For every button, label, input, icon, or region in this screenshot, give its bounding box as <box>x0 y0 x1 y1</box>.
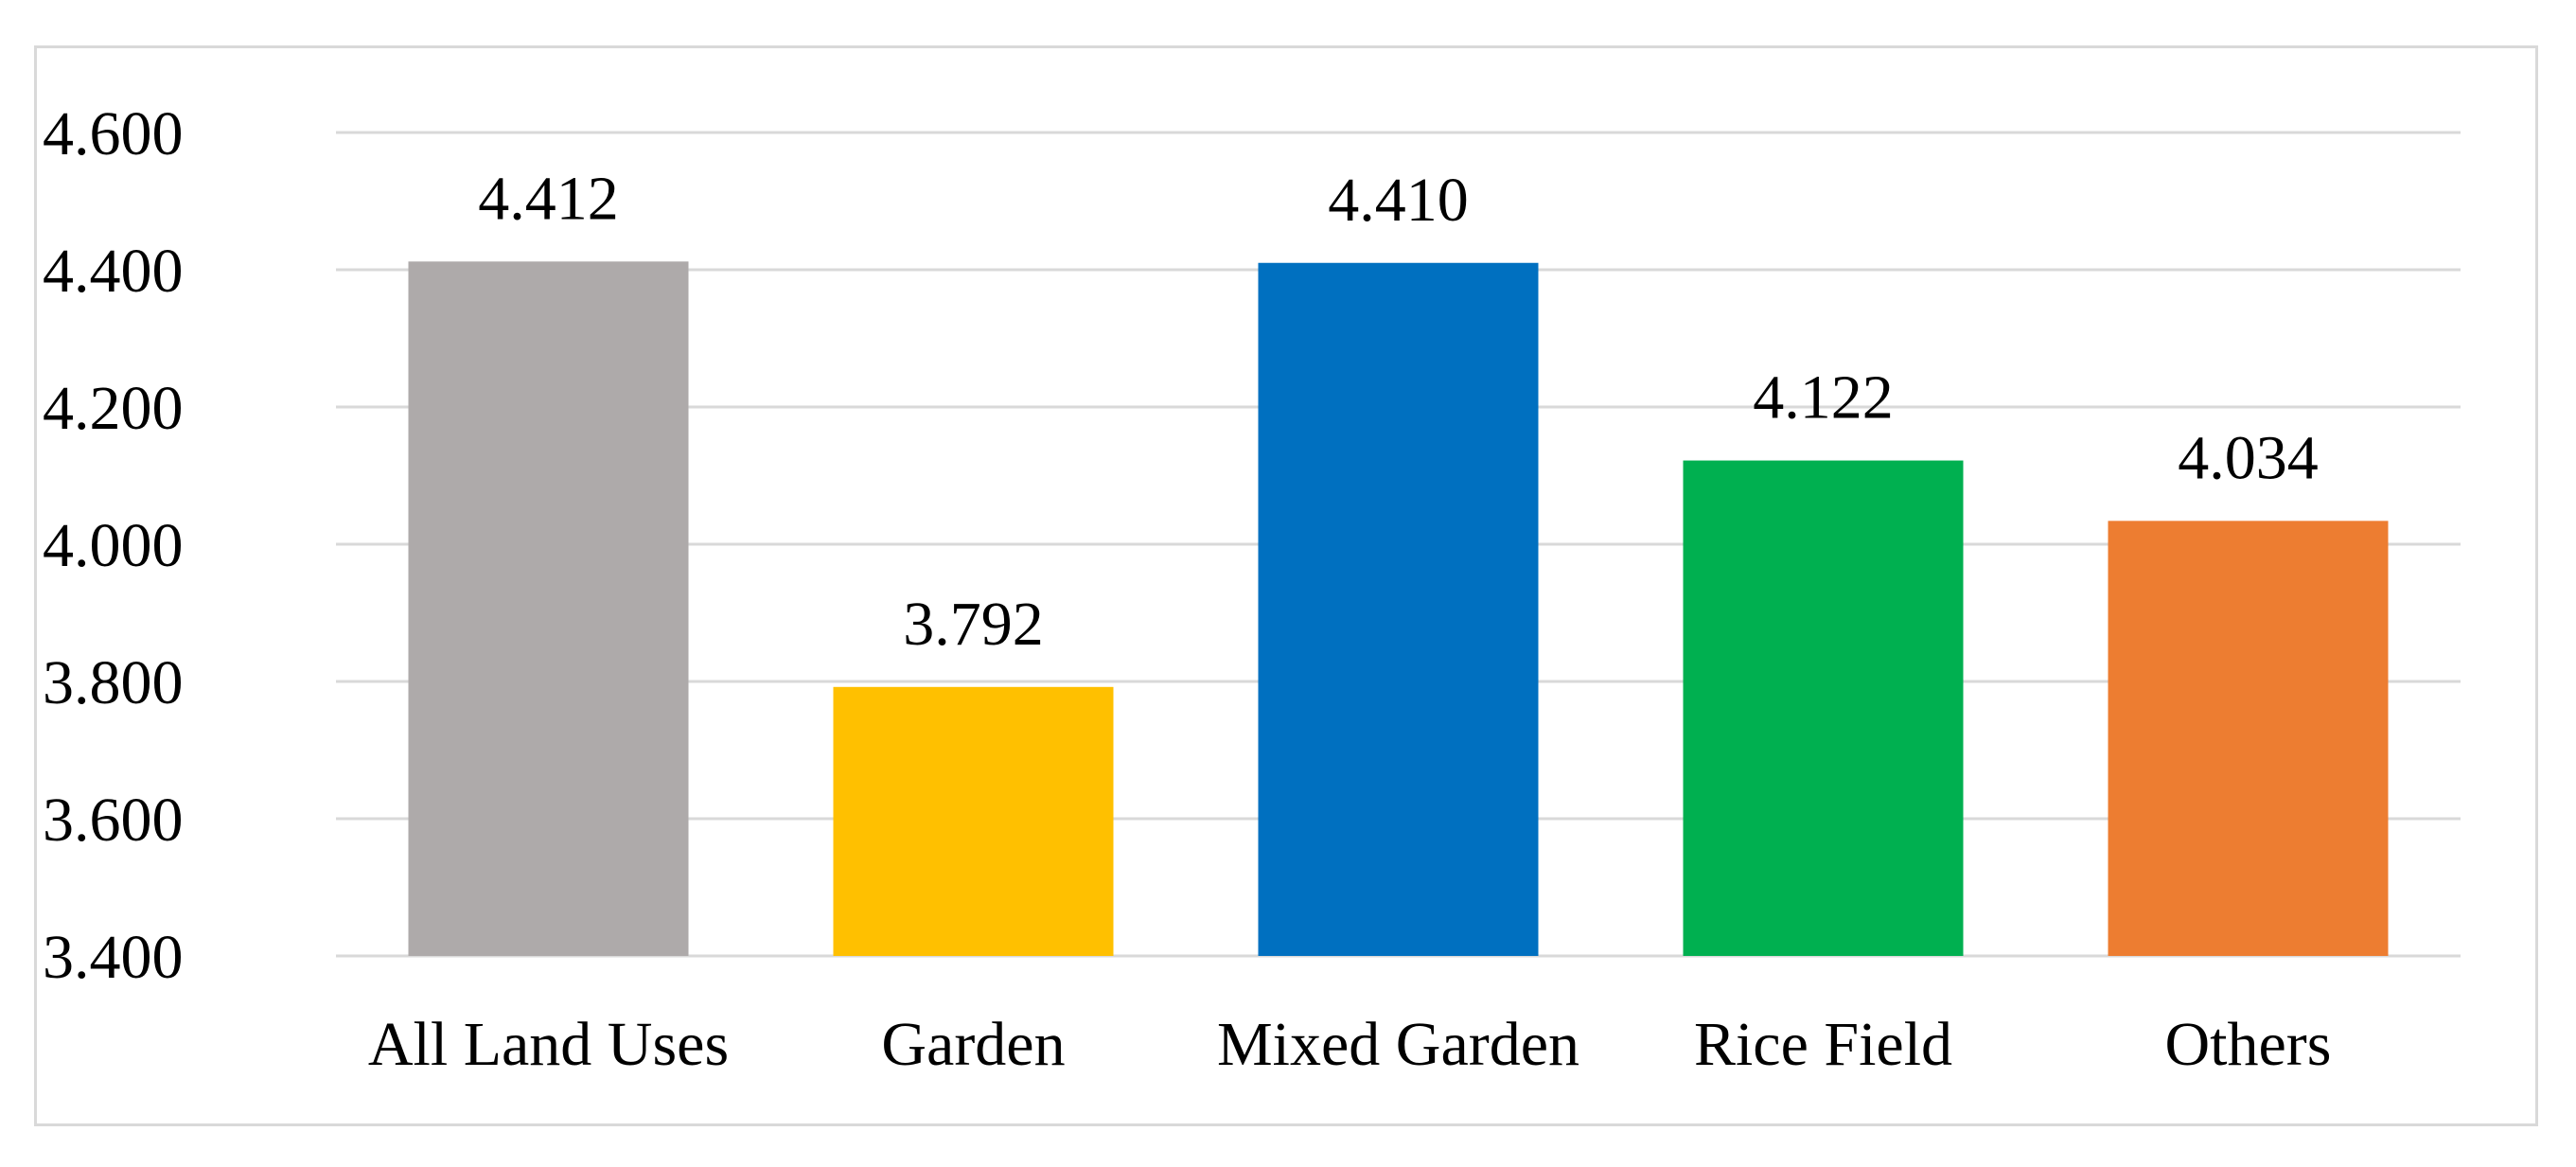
y-tick-label: 3.800 <box>43 648 184 717</box>
bar <box>2108 521 2389 956</box>
y-tick-label: 4.400 <box>43 237 184 306</box>
bar <box>1683 460 1964 956</box>
data-label: 3.792 <box>903 590 1044 659</box>
data-label: 4.122 <box>1753 363 1894 433</box>
x-tick-label: Garden <box>881 1010 1065 1079</box>
y-tick-label: 3.600 <box>43 786 184 855</box>
data-labels: 4.412 3.792 4.410 4.122 4.034 <box>478 164 2319 659</box>
bars <box>408 261 2389 956</box>
y-tick-label: 4.000 <box>43 511 184 580</box>
x-axis-tick-labels: All Land Uses Garden Mixed Garden Rice Fiel… <box>368 1010 2332 1079</box>
x-tick-label: All Land Uses <box>368 1010 729 1079</box>
y-tick-label: 3.400 <box>43 923 184 992</box>
x-tick-label: Mixed Garden <box>1217 1010 1579 1079</box>
bar <box>408 261 689 956</box>
bar <box>833 686 1114 956</box>
y-tick-label: 4.200 <box>43 374 184 443</box>
data-label: 4.034 <box>2178 423 2319 492</box>
data-label: 4.410 <box>1328 166 1469 235</box>
bar <box>1258 262 1539 956</box>
x-tick-label: Rice Field <box>1694 1010 1952 1079</box>
x-tick-label: Others <box>2165 1010 2332 1079</box>
y-axis-tick-labels: 3.400 3.600 3.800 4.000 4.200 4.400 4.600 <box>43 99 184 992</box>
data-label: 4.412 <box>478 164 619 233</box>
y-tick-label: 4.600 <box>43 99 184 168</box>
